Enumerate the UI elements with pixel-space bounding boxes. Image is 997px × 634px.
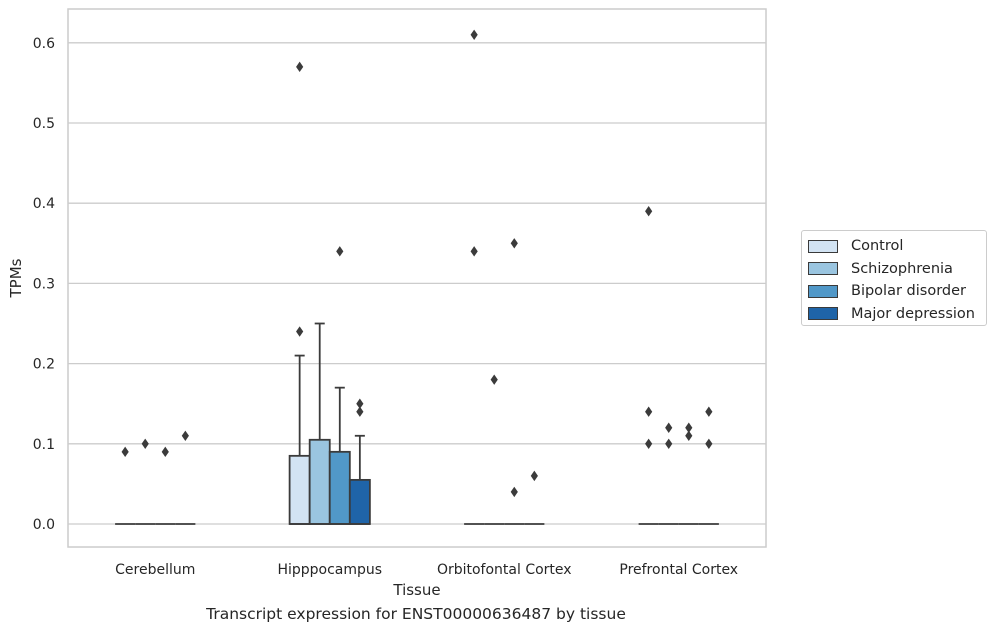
box [308,322,331,525]
legend-swatch [808,239,838,253]
x-tick-label: Hipppocampus [277,562,382,578]
legend-label: Control [851,238,904,255]
outlier-point [685,422,693,433]
outlier-point [181,430,189,441]
outlier-point [645,438,653,449]
y-axis-title: TPMs [7,258,25,298]
y-tick-label: 0.2 [33,357,55,373]
outlier-point [296,61,304,73]
legend-swatch [808,284,838,298]
x-axis-title: Tissue [392,581,440,599]
outlier-point [141,438,149,449]
legend-swatch [808,262,838,276]
outlier-point [645,206,653,217]
legend-item: Major depression [808,303,980,326]
legend-label: Major depression [851,305,975,322]
box [328,386,351,525]
x-tick-label: Prefrontal Cortex [619,562,738,578]
y-tick-label: 0.0 [33,517,55,533]
y-tick-labels: 0.0 0.1 0.2 0.3 0.4 0.5 0.6 [33,36,55,533]
outlier-point [645,406,653,417]
outlier-point [530,470,538,482]
outlier-point [336,246,344,257]
box-iqr [308,438,331,525]
plot-area [68,9,766,547]
outlier-point [161,446,169,458]
outlier-point [685,430,693,441]
box-iqr [348,478,371,525]
outlier-point [356,398,364,409]
legend: Control Schizophrenia Bipolar disorder Majo… [801,230,987,326]
legend-label: Bipolar disorder [851,283,966,300]
y-tick-label: 0.1 [33,437,55,453]
outlier-point [356,406,364,417]
outlier-point [705,438,713,449]
outlier-point [470,29,478,40]
outlier-point [510,238,518,249]
outlier-point [665,438,673,449]
boxes [115,322,719,525]
x-tick-label: Cerebellum [115,562,195,578]
legend-item: Bipolar disorder [808,280,980,303]
outlier-point [121,446,129,458]
y-tick-label: 0.4 [33,196,55,212]
outlier-point [296,326,304,337]
legend-item: Control [808,235,980,258]
outlier-point [510,486,518,498]
y-tick-label: 0.3 [33,276,55,292]
outlier-point [470,246,478,257]
legend-item: Schizophrenia [808,258,980,281]
outlier-point [705,406,713,417]
chart-caption: Transcript expression for ENST0000063648… [206,605,626,623]
box-iqr [328,450,351,525]
y-tick-label: 0.5 [33,116,55,132]
legend-label: Schizophrenia [851,260,953,277]
box-iqr [288,454,311,525]
legend-swatch [808,307,838,321]
x-tick-label: Orbitofontal Cortex [437,562,572,578]
outlier-point [665,422,673,433]
outlier-point [490,374,498,385]
box [348,434,371,525]
y-tick-label: 0.6 [33,36,55,52]
outliers [121,29,713,498]
x-tick-labels: Cerebellum Hipppocampus Orbitofontal Corte… [115,562,738,578]
plot-frame [67,8,767,548]
